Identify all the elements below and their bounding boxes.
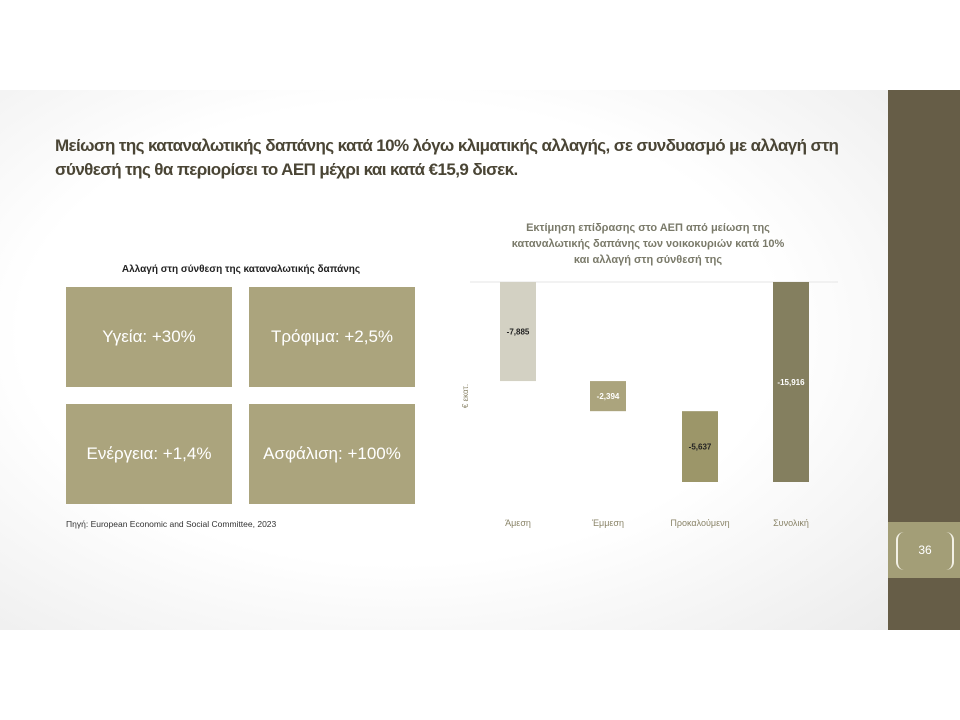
category-label-3: Προκαλούμενη [670,518,729,528]
category-label-1: Άμεση [505,518,531,528]
source-note: Πηγή: European Economic and Social Commi… [66,519,277,529]
data-label-2: -2,394 [597,392,620,401]
bar-1 [500,282,536,382]
category-label-4: Συνολική [773,518,809,528]
category-label-2: Έμμεση [591,518,624,528]
tile-insurance: Ασφάλιση: +100% [249,404,415,504]
page-number-frame [896,532,954,570]
bar-2 [590,381,626,412]
composition-title: Αλλαγή στη σύνθεση της καταναλωτικής δαπ… [121,264,361,275]
chart-title: Εκτίμηση επίδρασης στο ΑΕΠ από μείωση τη… [478,220,818,268]
bar-3 [682,411,718,482]
data-label-3: -5,637 [689,443,712,452]
data-label-1: -7,885 [507,328,530,337]
chart-title-line-2: καταναλωτικής δαπάνης των νοικοκυριών κα… [511,238,785,250]
chart-title-line-1: Εκτίμηση επίδρασης στο ΑΕΠ από μείωση τη… [526,222,770,234]
bar-4 [773,282,809,482]
page-number: 36 [918,543,932,557]
slide-title: Μείωση της καταναλωτικής δαπάνης κατά 10… [55,136,839,179]
tile-food: Τρόφιμα: +2,5% [249,287,415,387]
chart-title-line-3: και αλλαγή στη σύνθεσή της [573,254,723,266]
data-label-4: -15,916 [777,378,805,387]
waterfall-chart: -7,885 Άμεση -2,394 Έμμεση -5,637 Προκαλούμεν… [461,281,838,528]
tile-energy: Ενέργεια: +1,4% [66,404,232,504]
y-axis-label: € εκατ. [461,384,470,408]
tile-health: Υγεία: +30% [66,287,232,387]
